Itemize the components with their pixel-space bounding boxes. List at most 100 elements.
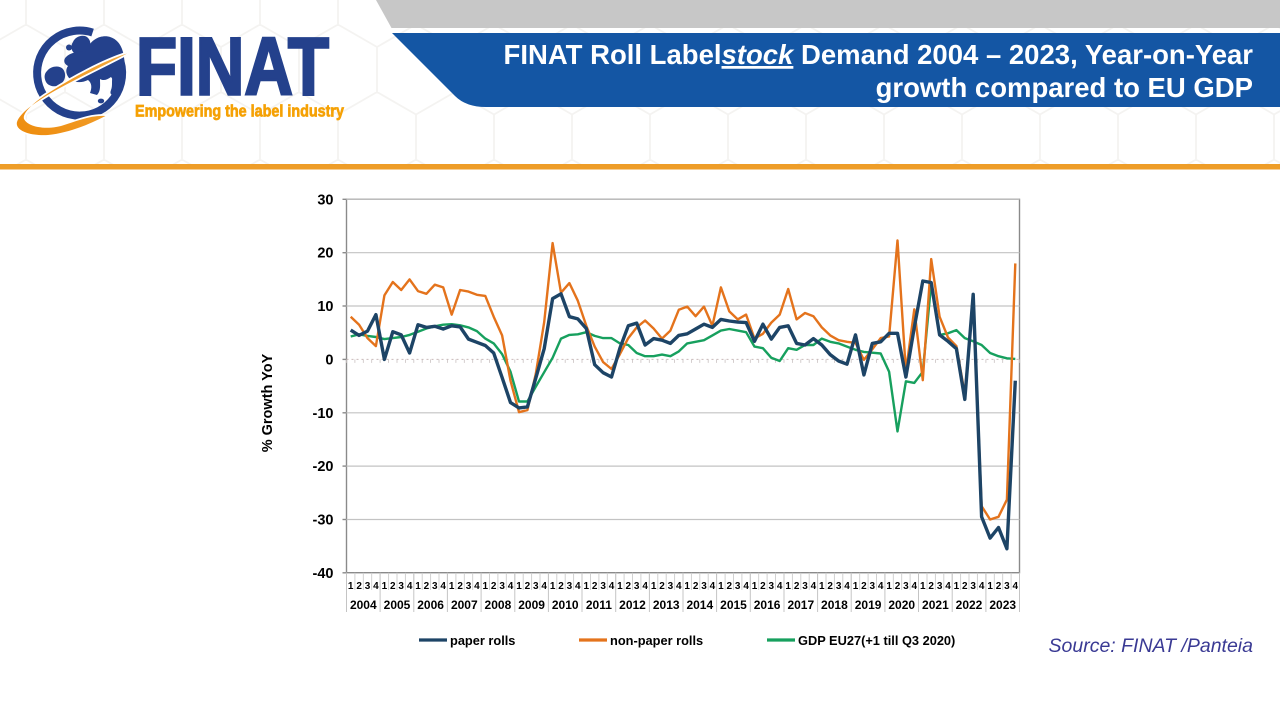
svg-text:2010: 2010 xyxy=(552,598,579,612)
svg-text:2: 2 xyxy=(962,581,968,592)
svg-text:1: 1 xyxy=(550,581,556,592)
svg-text:2004: 2004 xyxy=(350,598,377,612)
svg-text:10: 10 xyxy=(317,299,333,315)
svg-text:2007: 2007 xyxy=(451,598,478,612)
svg-text:non-paper rolls: non-paper rolls xyxy=(610,633,703,648)
svg-text:2: 2 xyxy=(659,581,665,592)
svg-text:3: 3 xyxy=(1004,581,1010,592)
svg-text:1: 1 xyxy=(684,581,690,592)
svg-text:2: 2 xyxy=(626,581,632,592)
svg-text:-10: -10 xyxy=(313,406,334,422)
svg-text:3: 3 xyxy=(769,581,775,592)
svg-text:4: 4 xyxy=(979,581,985,592)
svg-text:1: 1 xyxy=(651,581,657,592)
svg-text:3: 3 xyxy=(634,581,640,592)
svg-text:2014: 2014 xyxy=(686,598,713,612)
svg-text:3: 3 xyxy=(600,581,606,592)
svg-text:30: 30 xyxy=(317,192,333,208)
svg-text:2018: 2018 xyxy=(821,598,848,612)
svg-text:3: 3 xyxy=(735,581,741,592)
svg-text:2: 2 xyxy=(525,581,531,592)
svg-text:1: 1 xyxy=(987,581,993,592)
svg-text:20: 20 xyxy=(317,246,333,262)
svg-text:2: 2 xyxy=(592,581,598,592)
svg-text:4: 4 xyxy=(440,581,446,592)
svg-text:FINAT Roll Labelstock Demand 2: FINAT Roll Labelstock Demand 2004 – 2023… xyxy=(504,39,1254,70)
svg-text:2006: 2006 xyxy=(417,598,444,612)
svg-text:2: 2 xyxy=(827,581,833,592)
svg-text:-40: -40 xyxy=(313,566,334,582)
svg-text:2009: 2009 xyxy=(518,598,545,612)
svg-text:2: 2 xyxy=(760,581,766,592)
svg-text:2013: 2013 xyxy=(653,598,680,612)
svg-text:Empowering the label industry: Empowering the label industry xyxy=(135,102,345,121)
svg-text:2012: 2012 xyxy=(619,598,646,612)
svg-text:2: 2 xyxy=(693,581,699,592)
svg-text:1: 1 xyxy=(584,581,590,592)
svg-text:1: 1 xyxy=(954,581,960,592)
svg-text:2: 2 xyxy=(727,581,733,592)
svg-text:3: 3 xyxy=(499,581,505,592)
svg-text:2: 2 xyxy=(491,581,497,592)
svg-text:2020: 2020 xyxy=(888,598,915,612)
svg-text:2011: 2011 xyxy=(586,598,612,612)
svg-text:3: 3 xyxy=(365,581,371,592)
svg-text:2: 2 xyxy=(424,581,430,592)
svg-text:3: 3 xyxy=(903,581,909,592)
svg-text:4: 4 xyxy=(575,581,581,592)
svg-text:2005: 2005 xyxy=(384,598,411,612)
svg-text:1: 1 xyxy=(483,581,489,592)
svg-text:3: 3 xyxy=(701,581,707,592)
svg-text:2: 2 xyxy=(457,581,463,592)
svg-text:3: 3 xyxy=(870,581,876,592)
svg-text:4: 4 xyxy=(508,581,514,592)
svg-text:2: 2 xyxy=(390,581,396,592)
svg-text:GDP EU27(+1 till Q3 2020): GDP EU27(+1 till Q3 2020) xyxy=(798,633,955,648)
svg-text:-20: -20 xyxy=(313,459,334,475)
svg-text:4: 4 xyxy=(373,581,379,592)
svg-text:2017: 2017 xyxy=(787,598,814,612)
svg-text:4: 4 xyxy=(642,581,648,592)
svg-text:4: 4 xyxy=(878,581,884,592)
svg-text:1: 1 xyxy=(785,581,791,592)
svg-text:growth compared to EU GDP: growth compared to EU GDP xyxy=(876,72,1253,103)
svg-text:3: 3 xyxy=(533,581,539,592)
svg-text:4: 4 xyxy=(541,581,547,592)
svg-text:1: 1 xyxy=(718,581,724,592)
svg-text:1: 1 xyxy=(415,581,421,592)
svg-text:3: 3 xyxy=(970,581,976,592)
svg-text:2: 2 xyxy=(928,581,934,592)
svg-text:4: 4 xyxy=(474,581,480,592)
svg-text:3: 3 xyxy=(668,581,674,592)
svg-text:4: 4 xyxy=(676,581,682,592)
svg-text:1: 1 xyxy=(853,581,859,592)
svg-text:2: 2 xyxy=(356,581,362,592)
svg-text:paper rolls: paper rolls xyxy=(450,633,515,648)
svg-text:4: 4 xyxy=(844,581,850,592)
svg-text:2023: 2023 xyxy=(989,598,1016,612)
svg-text:4: 4 xyxy=(743,581,749,592)
svg-text:0: 0 xyxy=(325,352,333,368)
svg-text:2016: 2016 xyxy=(754,598,781,612)
svg-text:FINAT: FINAT xyxy=(136,22,329,113)
svg-text:2015: 2015 xyxy=(720,598,747,612)
svg-text:2019: 2019 xyxy=(855,598,882,612)
svg-text:3: 3 xyxy=(802,581,808,592)
svg-text:4: 4 xyxy=(710,581,716,592)
svg-text:3: 3 xyxy=(567,581,573,592)
svg-text:1: 1 xyxy=(516,581,522,592)
svg-text:2: 2 xyxy=(861,581,867,592)
svg-text:4: 4 xyxy=(912,581,918,592)
svg-text:3: 3 xyxy=(836,581,842,592)
svg-text:1: 1 xyxy=(382,581,388,592)
svg-text:4: 4 xyxy=(609,581,615,592)
svg-text:3: 3 xyxy=(432,581,438,592)
svg-text:1: 1 xyxy=(348,581,354,592)
svg-text:2: 2 xyxy=(794,581,800,592)
svg-text:1: 1 xyxy=(886,581,892,592)
svg-text:2: 2 xyxy=(895,581,901,592)
svg-text:2008: 2008 xyxy=(485,598,512,612)
svg-text:-30: -30 xyxy=(313,513,334,529)
svg-text:Source: FINAT /Panteia: Source: FINAT /Panteia xyxy=(1049,635,1254,657)
svg-text:% Growth YoY: % Growth YoY xyxy=(260,353,276,452)
